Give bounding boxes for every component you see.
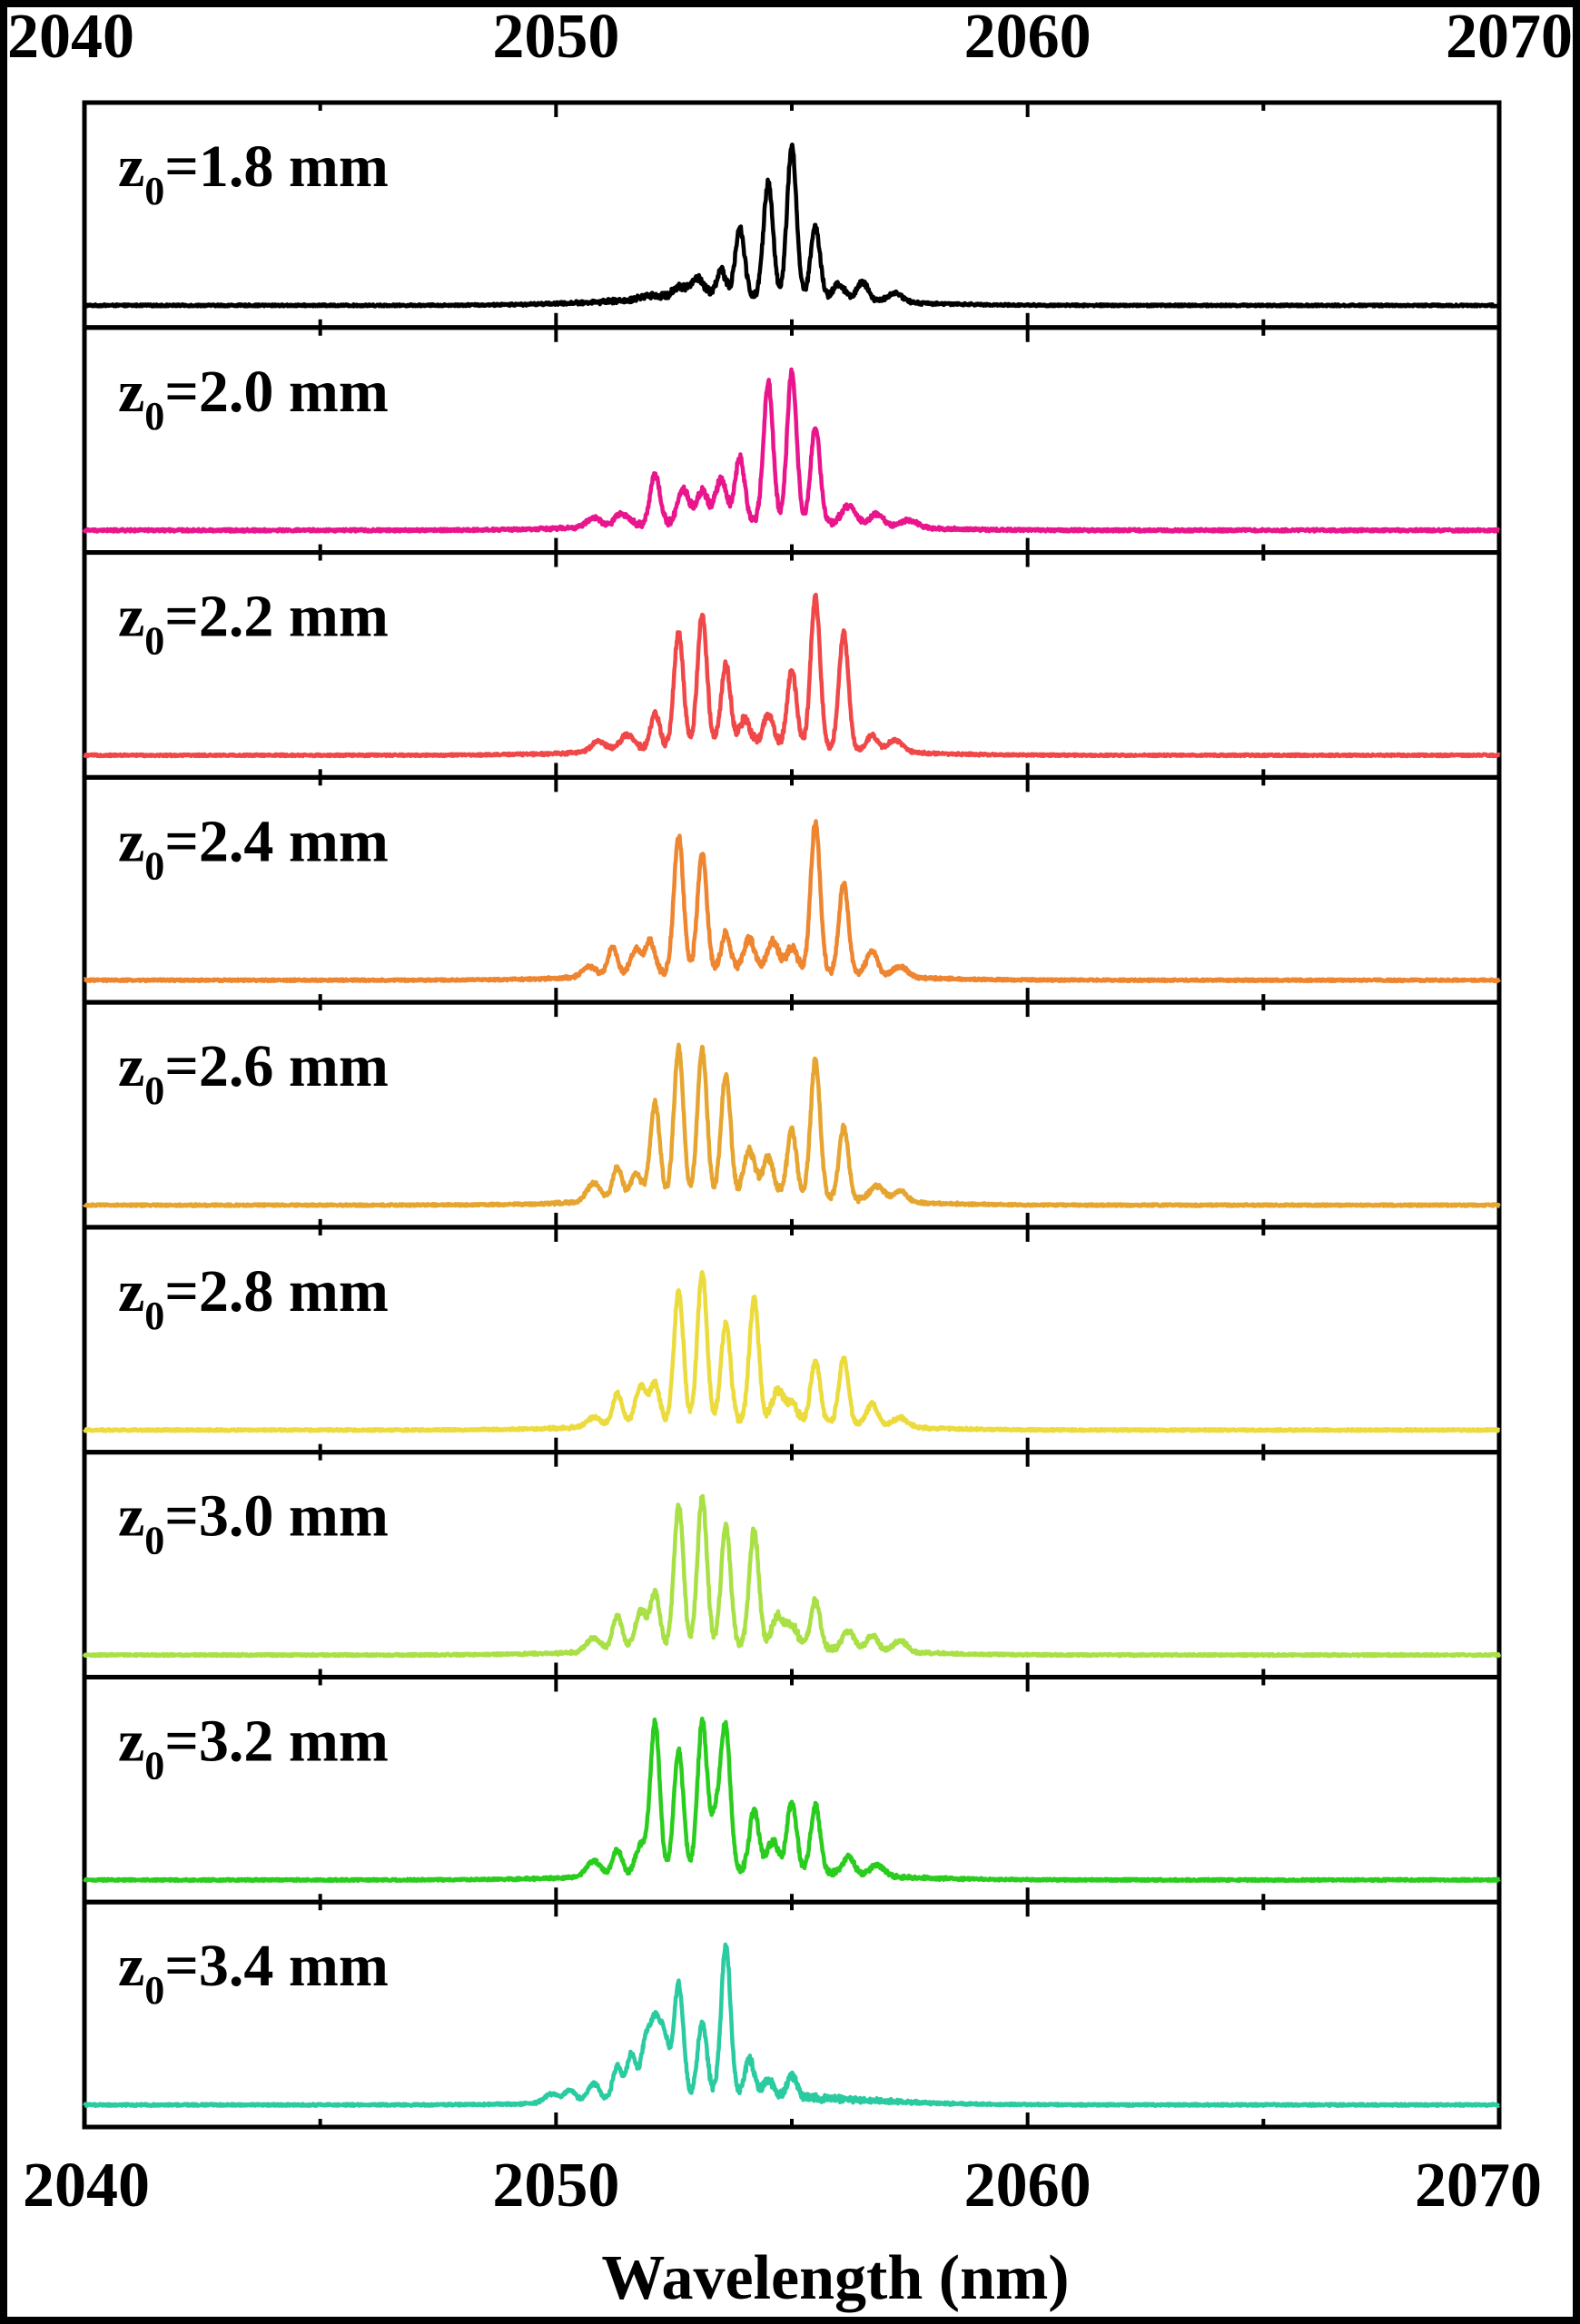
spectrum-line [83, 1716, 1501, 1884]
top-tick-label: 2060 [964, 2, 1091, 72]
panel-label-z: z [118, 1258, 144, 1324]
panel-label-z: z [118, 1033, 144, 1099]
panel-label-value: =2.4 mm [164, 808, 389, 874]
bottom-tick-label: 2070 [1415, 2151, 1542, 2221]
panel-label-value: =3.0 mm [164, 1483, 389, 1550]
top-tick-label: 2040 [7, 2, 134, 72]
panel-label-z: z [118, 359, 144, 425]
panel-label: z0=2.2 mm [118, 584, 389, 664]
spectrum-line [82, 1042, 1501, 1208]
panel-label-z: z [118, 1708, 144, 1774]
panel-label-z: z [118, 808, 144, 874]
panel-label: z0=2.4 mm [118, 808, 389, 888]
panel-label-subscript: 0 [144, 1743, 164, 1787]
spectrum-line [82, 367, 1501, 534]
spectrum-line [83, 1942, 1501, 2108]
panel-label-subscript: 0 [144, 169, 164, 213]
panel-label-z: z [118, 133, 144, 200]
panel-9: z0=3.4 mm [82, 1899, 1502, 2130]
panel-label-z: z [118, 1483, 144, 1550]
bottom-tick-label: 2040 [23, 2151, 150, 2221]
spectrum-line [83, 143, 1502, 309]
panel-label-subscript: 0 [144, 394, 164, 438]
top-tick-label: 2070 [1446, 2, 1573, 72]
top-tick-label: 2050 [492, 2, 619, 72]
spectrum-line [83, 819, 1501, 984]
x-axis-title: Wavelength (nm) [601, 2243, 1069, 2313]
panel-label-z: z [118, 584, 144, 650]
panel-label-value: =1.8 mm [164, 133, 389, 200]
panel-label-subscript: 0 [144, 1294, 164, 1338]
bottom-tick-label: 2060 [964, 2151, 1091, 2221]
panel-label: z0=2.0 mm [118, 359, 389, 438]
panel-label-value: =2.2 mm [164, 584, 389, 650]
spectrum-line [83, 1269, 1501, 1433]
panel-label-value: =2.6 mm [164, 1033, 389, 1099]
panel-label-subscript: 0 [144, 1968, 164, 2013]
panel-label-value: =2.0 mm [164, 359, 389, 425]
panel-label-value: =3.4 mm [164, 1933, 389, 1999]
panel-label-value: =2.8 mm [164, 1258, 389, 1324]
panel-label-subscript: 0 [144, 1519, 164, 1563]
bottom-tick-label: 2050 [492, 2151, 619, 2221]
spectrum-line [82, 1493, 1502, 1659]
panel-label: z0=3.4 mm [118, 1933, 389, 2013]
panel-label: z0=2.8 mm [118, 1258, 389, 1338]
axes-labels-group: Wavelength (nm) 2040 2040 2050 2050 2060 2060… [7, 2, 1573, 2313]
panel-label: z0=3.2 mm [118, 1708, 389, 1787]
panel-label-z: z [118, 1933, 144, 1999]
panel-4: z0=2.4 mm [82, 774, 1502, 1005]
spectrum-line [83, 592, 1501, 759]
panel-label-subscript: 0 [144, 619, 164, 664]
panel-label: z0=3.0 mm [118, 1483, 389, 1563]
panel-label-value: =3.2 mm [164, 1708, 389, 1774]
panel-label: z0=1.8 mm [118, 133, 389, 213]
panel-label-subscript: 0 [144, 1068, 164, 1113]
panel-label: z0=2.6 mm [118, 1033, 389, 1113]
panel-label-subscript: 0 [144, 843, 164, 888]
panel-6: z0=2.8 mm [82, 1225, 1502, 1455]
